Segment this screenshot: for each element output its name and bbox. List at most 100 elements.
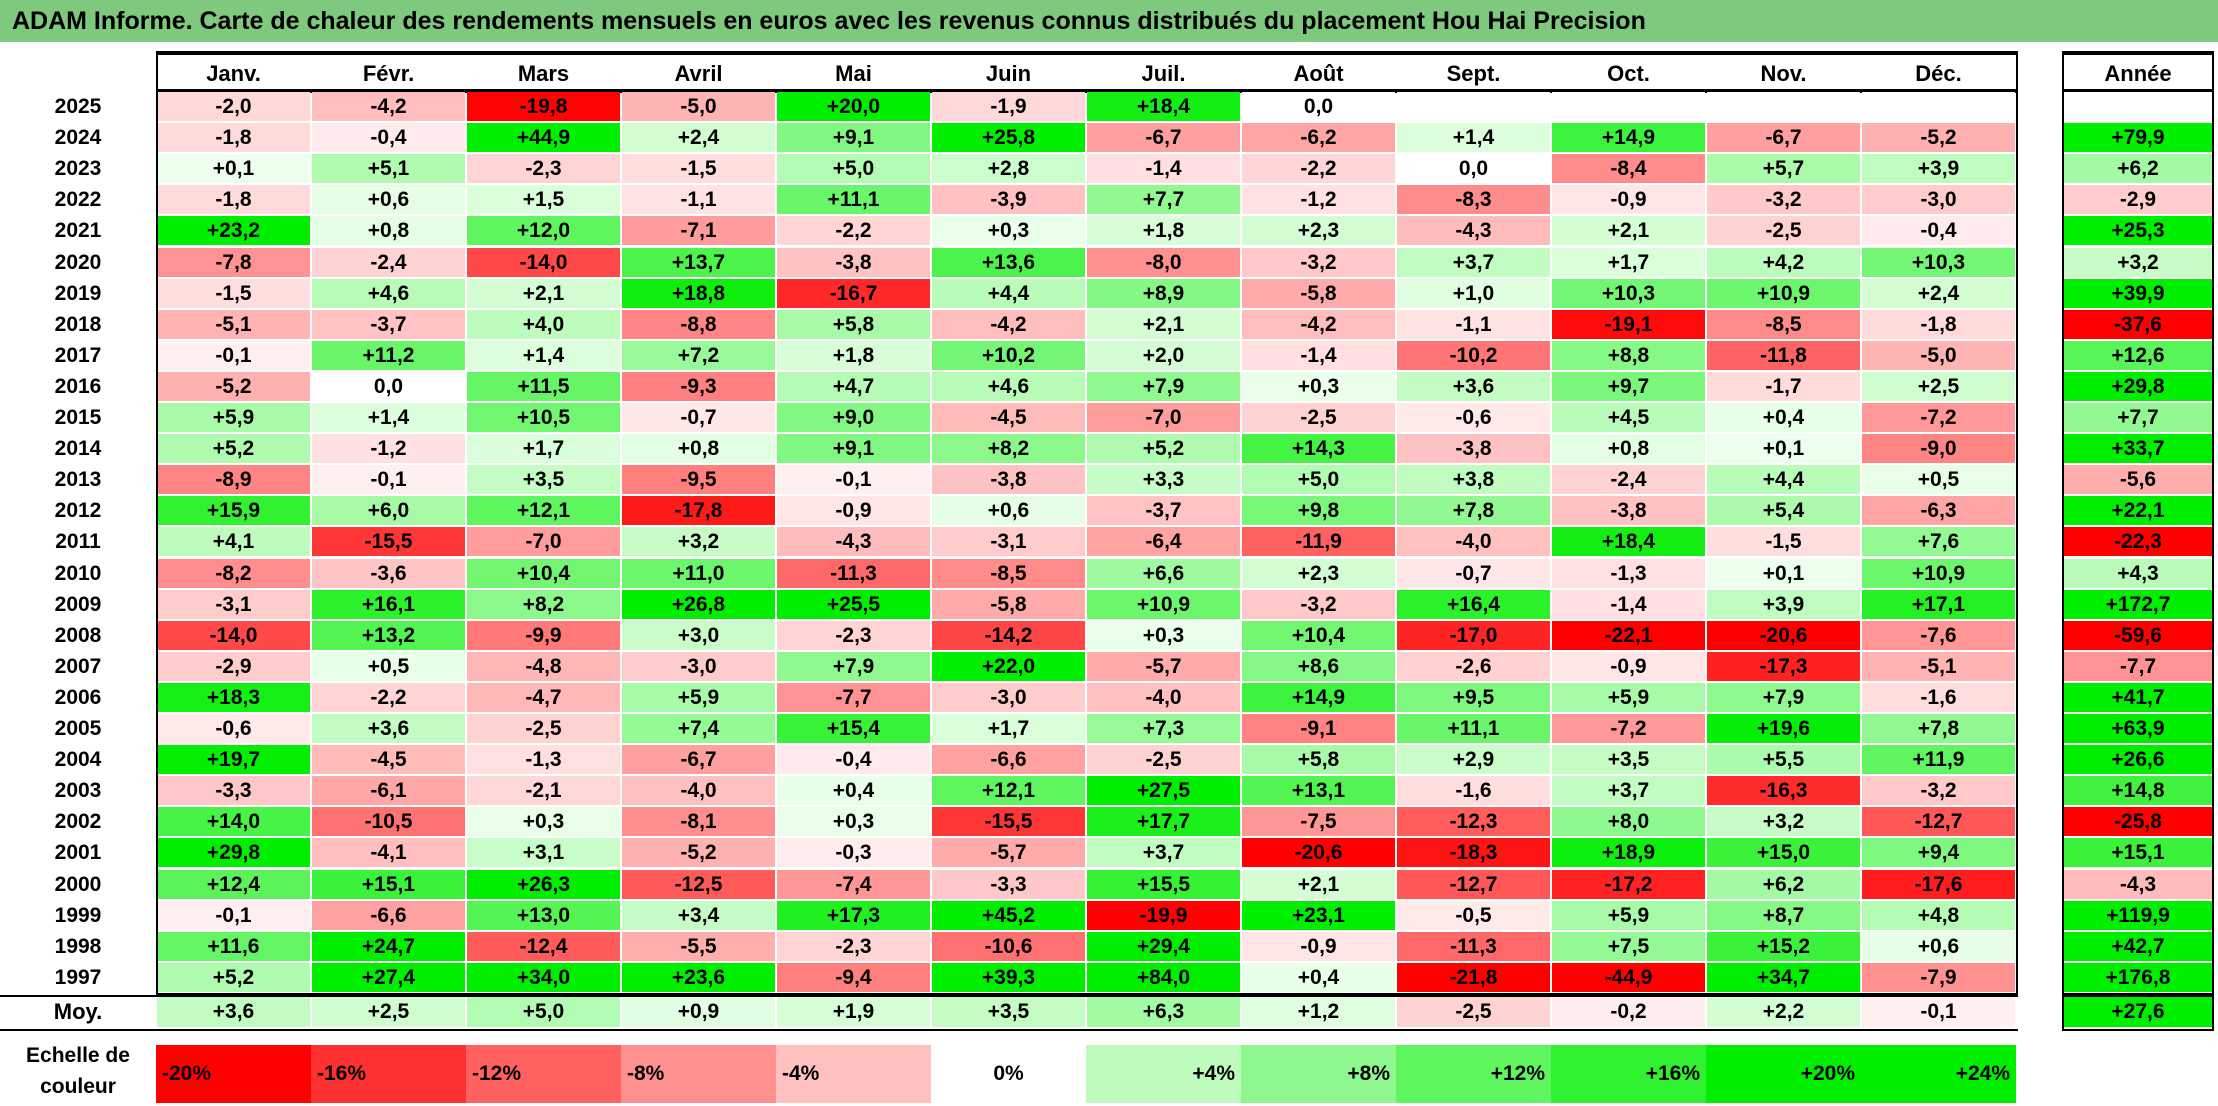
heatmap-cell: -12,3 — [1397, 807, 1550, 837]
month-header: Janv. — [156, 53, 311, 91]
heatmap-cell: -7,4 — [777, 869, 930, 899]
heatmap-cell — [1862, 92, 2015, 122]
heatmap-cell: +19,7 — [157, 745, 310, 775]
heatmap-cell: +3,7 — [1397, 247, 1550, 277]
heatmap-cell: +10,3 — [1552, 278, 1705, 308]
heatmap-cell: -6,3 — [1862, 496, 2015, 526]
heatmap-cell: -1,8 — [157, 123, 310, 153]
average-cell: +3,6 — [157, 996, 310, 1027]
row-year-label: 2006 — [54, 685, 102, 709]
heatmap-cell: -17,3 — [1707, 651, 1860, 681]
month-header: Févr. — [311, 53, 466, 91]
year-total-header: Année — [2062, 53, 2214, 91]
heatmap-cell: +5,8 — [1242, 745, 1395, 775]
heatmap-cell: -7,0 — [467, 527, 620, 557]
heatmap-cell: +2,1 — [467, 278, 620, 308]
annual-cell: +26,6 — [2062, 745, 2214, 775]
heatmap-cell: +25,5 — [777, 589, 930, 619]
heatmap-cell: -7,7 — [777, 682, 930, 712]
heatmap-cell: -7,9 — [1862, 962, 2015, 992]
heatmap-cell: +17,1 — [1862, 589, 2015, 619]
heatmap-cell: -19,8 — [467, 92, 620, 122]
heatmap-cell: +24,7 — [312, 931, 465, 961]
heatmap-cell: -2,6 — [1397, 651, 1550, 681]
heatmap-cell: -12,7 — [1397, 869, 1550, 899]
heatmap-cell: +0,3 — [777, 807, 930, 837]
heatmap-cell: +10,4 — [1242, 620, 1395, 650]
heatmap-cell: -0,4 — [1862, 216, 2015, 246]
heatmap-cell: -1,5 — [1707, 527, 1860, 557]
heatmap-cell: +1,5 — [467, 185, 620, 215]
heatmap-cell: +5,1 — [312, 154, 465, 184]
heatmap-cell: +9,1 — [777, 434, 930, 464]
heatmap-cell: +0,1 — [1707, 434, 1860, 464]
heatmap-cell: -1,1 — [1397, 309, 1550, 339]
color-scale-swatch: -8% — [621, 1045, 776, 1103]
heatmap-cell: +13,7 — [622, 247, 775, 277]
heatmap-cell: +18,8 — [622, 278, 775, 308]
heatmap-cell: +8,7 — [1707, 900, 1860, 930]
heatmap-cell: +3,8 — [1397, 465, 1550, 495]
heatmap-cell: -0,4 — [777, 745, 930, 775]
month-header: Déc. — [1861, 53, 2016, 91]
heatmap-cell: -11,3 — [777, 558, 930, 588]
heatmap-cell: +11,9 — [1862, 745, 2015, 775]
heatmap-cell: -4,7 — [467, 682, 620, 712]
annual-cell: +25,3 — [2062, 216, 2214, 246]
heatmap-cell: +26,8 — [622, 589, 775, 619]
heatmap-cell: -1,8 — [1862, 309, 2015, 339]
heatmap-cell: -8,5 — [1707, 309, 1860, 339]
heatmap-cell: +3,7 — [1552, 776, 1705, 806]
heatmap-cell: +3,2 — [622, 527, 775, 557]
heatmap-cell: +11,0 — [622, 558, 775, 588]
heatmap-cell: -0,5 — [1397, 900, 1550, 930]
heatmap-cell: +12,1 — [932, 776, 1085, 806]
heatmap-cell: -1,1 — [622, 185, 775, 215]
heatmap-cell: +2,5 — [1862, 371, 2015, 401]
heatmap-cell: +12,4 — [157, 869, 310, 899]
heatmap-cell: -5,2 — [622, 838, 775, 868]
heatmap-cell: +1,7 — [1552, 247, 1705, 277]
heatmap-cell: +6,0 — [312, 496, 465, 526]
average-cell: +2,2 — [1707, 996, 1860, 1027]
heatmap-cell: -3,8 — [777, 247, 930, 277]
heatmap-cell: +3,6 — [312, 714, 465, 744]
heatmap-cell: -5,1 — [1862, 651, 2015, 681]
heatmap-cell: +1,8 — [777, 340, 930, 370]
heatmap-cell: -2,4 — [1552, 465, 1705, 495]
heatmap-cell: +8,0 — [1552, 807, 1705, 837]
heatmap-cell: +1,7 — [932, 714, 1085, 744]
heatmap-cell: +11,1 — [777, 185, 930, 215]
heatmap-cell: +7,9 — [1707, 682, 1860, 712]
month-header: Sept. — [1396, 53, 1551, 91]
heatmap-cell: -17,0 — [1397, 620, 1550, 650]
heatmap-cell: -5,0 — [622, 92, 775, 122]
color-scale-swatch: +24% — [1861, 1045, 2016, 1103]
heatmap-cell: +8,9 — [1087, 278, 1240, 308]
heatmap-cell: +3,2 — [1707, 807, 1860, 837]
color-scale-swatch: 0% — [931, 1045, 1086, 1103]
heatmap-cell: +4,4 — [932, 278, 1085, 308]
annual-cell: -5,6 — [2062, 465, 2214, 495]
heatmap-cell: -4,5 — [312, 745, 465, 775]
annual-cell: +29,8 — [2062, 371, 2214, 401]
average-annual-cell: +27,6 — [2062, 996, 2214, 1027]
month-header: Juin — [931, 53, 1086, 91]
heatmap-cell: -2,5 — [467, 714, 620, 744]
heatmap-cell: +3,3 — [1087, 465, 1240, 495]
heatmap-cell: +8,2 — [467, 589, 620, 619]
heatmap-cell: +10,4 — [467, 558, 620, 588]
heatmap-cell: +4,7 — [777, 371, 930, 401]
heatmap-cell — [1707, 92, 1860, 122]
heatmap-cell: -3,3 — [932, 869, 1085, 899]
heatmap-cell: +13,2 — [312, 620, 465, 650]
average-cell: -0,2 — [1552, 996, 1705, 1027]
heatmap-cell: -8,2 — [157, 558, 310, 588]
heatmap-cell: +23,6 — [622, 962, 775, 992]
heatmap-cell: +5,2 — [157, 962, 310, 992]
heatmap-cell: +1,4 — [312, 403, 465, 433]
average-cell: +1,2 — [1242, 996, 1395, 1027]
heatmap-cell: -7,1 — [622, 216, 775, 246]
heatmap-cell: +5,9 — [157, 403, 310, 433]
report-title: ADAM Informe. Carte de chaleur des rende… — [0, 0, 2218, 42]
